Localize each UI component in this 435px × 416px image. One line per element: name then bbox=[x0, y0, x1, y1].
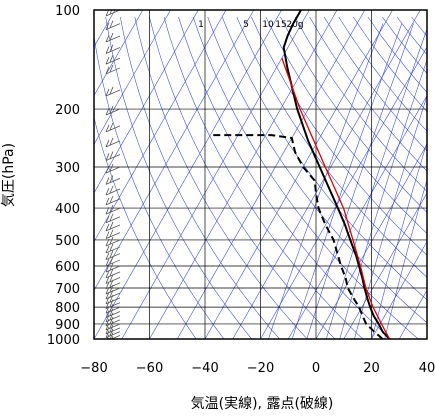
isotherm-line bbox=[427, 10, 435, 339]
y-tick-label: 800 bbox=[55, 301, 80, 316]
wind-barb bbox=[106, 138, 120, 147]
y-axis-title: 気圧(hPa) bbox=[1, 143, 17, 207]
wind-barb bbox=[106, 7, 120, 16]
dry-adiabat-line bbox=[222, 17, 435, 346]
mixing-ratio-label: 5 bbox=[243, 20, 249, 30]
dry-adiabat-line bbox=[353, 17, 435, 346]
wind-barb bbox=[106, 269, 120, 278]
isotherm-line bbox=[0, 10, 171, 339]
parcel-line bbox=[282, 58, 390, 339]
y-tick-label: 100 bbox=[55, 4, 80, 19]
wind-barb bbox=[106, 33, 120, 42]
mixing-ratio-line bbox=[266, 24, 383, 346]
x-axis-title: 気温(実線), 露点(破線) bbox=[191, 396, 334, 412]
dry-adiabat-line bbox=[149, 17, 342, 346]
wind-barb bbox=[106, 280, 120, 289]
wind-barb bbox=[106, 65, 120, 74]
mixing-ratio-label: 10 bbox=[262, 20, 274, 30]
profile-series bbox=[210, 10, 389, 339]
wind-barb bbox=[106, 196, 120, 205]
y-tick-label: 900 bbox=[55, 318, 80, 333]
wind-barb bbox=[106, 274, 120, 283]
x-tick-label: −60 bbox=[136, 361, 163, 376]
dry-adiabat-line bbox=[251, 17, 435, 346]
isotherm-line bbox=[11, 10, 199, 339]
x-tick-label: −40 bbox=[191, 361, 218, 376]
dewpoint-line bbox=[210, 135, 382, 339]
wind-barb bbox=[106, 87, 120, 96]
wind-barb bbox=[106, 214, 120, 223]
y-tick-label: 200 bbox=[55, 103, 80, 118]
isotherm-line bbox=[372, 10, 435, 339]
mixing-ratio-label: 15 bbox=[275, 20, 286, 30]
wind-barb bbox=[106, 44, 120, 53]
y-tick-label: 700 bbox=[55, 282, 80, 297]
isotherm-line bbox=[288, 10, 435, 339]
y-tick-label: 500 bbox=[55, 234, 80, 249]
y-tick-label: 300 bbox=[55, 161, 80, 176]
dry-adiabat-line bbox=[237, 17, 435, 346]
isotherm-line bbox=[150, 10, 338, 339]
x-tick-labels: −80 −60 −40 −20 0 20 40 bbox=[80, 361, 435, 376]
y-tick-label: 600 bbox=[55, 260, 80, 275]
isotherm-line bbox=[94, 10, 282, 339]
y-tick-label: 400 bbox=[55, 202, 80, 217]
wind-barb bbox=[106, 123, 120, 132]
x-tick-label: −20 bbox=[247, 361, 274, 376]
wind-barbs bbox=[106, 7, 120, 345]
dry-adiabat-line bbox=[77, 17, 202, 346]
wind-barb bbox=[106, 222, 120, 231]
grid-lines bbox=[94, 10, 427, 339]
x-tick-label: 40 bbox=[419, 361, 435, 376]
dry-adiabat-line bbox=[120, 17, 285, 346]
x-tick-label: 0 bbox=[312, 361, 320, 376]
isotherm-line bbox=[122, 10, 310, 339]
x-tick-label: 20 bbox=[363, 361, 380, 376]
y-tick-label: 1000 bbox=[47, 333, 80, 348]
wind-barb bbox=[106, 285, 120, 294]
wind-barb bbox=[106, 205, 120, 214]
wind-barb bbox=[106, 263, 120, 272]
x-tick-label: −80 bbox=[80, 361, 107, 376]
mixing-ratio-label: 1 bbox=[198, 20, 204, 30]
mixing-ratio-label: 20g bbox=[286, 20, 303, 30]
wind-barb-shaft bbox=[106, 339, 120, 345]
